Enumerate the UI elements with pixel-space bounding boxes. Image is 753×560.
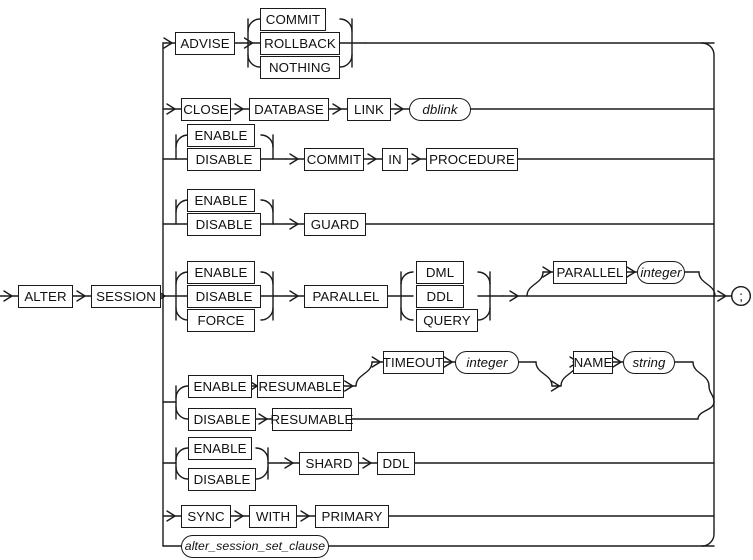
- svg-text:;: ;: [739, 289, 743, 304]
